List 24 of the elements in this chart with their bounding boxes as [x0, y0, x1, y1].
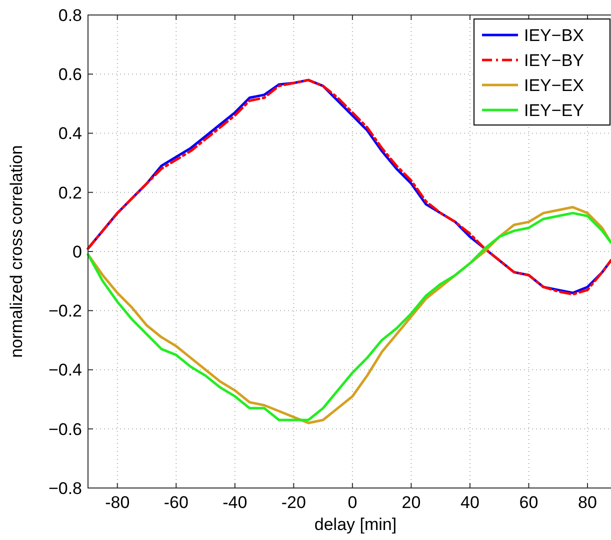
legend-label: IEY−EX — [524, 76, 584, 95]
legend-label: IEY−EY — [524, 100, 584, 120]
x-tick-label: -60 — [164, 493, 188, 512]
x-axis-title: delay [min] — [314, 515, 397, 534]
x-tick-label: 40 — [460, 493, 480, 512]
x-tick-label: -40 — [222, 493, 248, 512]
y-axis-title: normalized cross correlation — [7, 145, 26, 358]
legend-label: IEY−BY — [524, 50, 584, 70]
x-tick-label: -80 — [105, 493, 130, 512]
y-tick-label: 0.6 — [58, 65, 82, 84]
x-tick-label: 80 — [578, 493, 597, 512]
x-tick-label: 0 — [348, 493, 358, 512]
y-tick-label: 0 — [72, 242, 82, 262]
legend-label: IEY−BX — [524, 26, 584, 45]
y-tick-label: −0.2 — [48, 302, 82, 321]
y-tick-label: −0.8 — [48, 478, 82, 498]
y-tick-label: −0.4 — [48, 360, 82, 380]
x-tick-label: -20 — [281, 493, 306, 512]
x-tick-label: 20 — [402, 493, 421, 512]
y-tick-label: −0.6 — [48, 420, 82, 439]
y-tick-label: 0.8 — [58, 6, 82, 25]
y-tick-label: 0.4 — [58, 124, 82, 144]
x-tick-label: 60 — [519, 493, 538, 512]
y-tick-label: 0.2 — [58, 183, 82, 202]
